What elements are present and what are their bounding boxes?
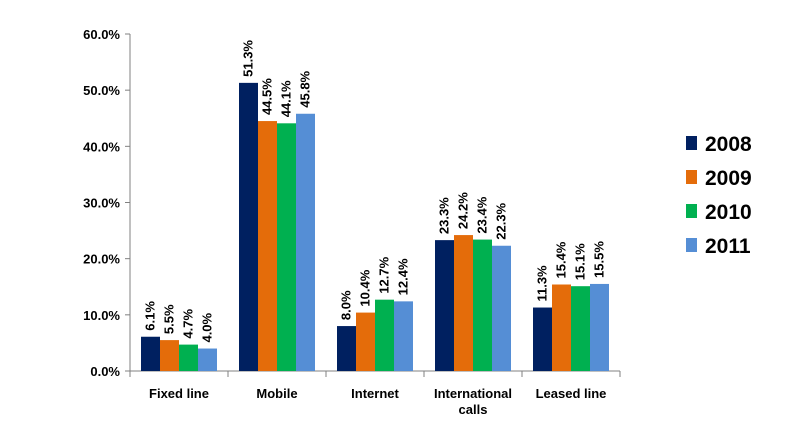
legend-label: 2010 (705, 201, 752, 224)
legend-label: 2008 (705, 133, 752, 156)
bar (473, 239, 492, 371)
data-label: 45.8% (298, 70, 313, 107)
data-label: 23.3% (437, 197, 452, 234)
legend-swatch (686, 170, 697, 184)
bar (492, 245, 511, 371)
legend: 2008 2009 2010 2011 (686, 133, 752, 258)
data-label: 8.0% (339, 290, 354, 320)
y-tick-label: 30.0% (83, 196, 120, 211)
data-label: 12.7% (377, 256, 392, 293)
category-label: Fixed line (149, 386, 209, 401)
bar (239, 82, 258, 372)
bar (394, 301, 413, 371)
bar (296, 113, 315, 372)
data-label: 12.4% (396, 258, 411, 295)
y-tick-label: 20.0% (83, 252, 120, 267)
data-label: 15.1% (573, 243, 588, 280)
data-label: 23.4% (475, 196, 490, 233)
bar (552, 284, 571, 371)
bar (454, 235, 473, 371)
bar (590, 283, 609, 371)
bar (337, 326, 356, 371)
data-label: 15.4% (554, 241, 569, 278)
bar (435, 240, 454, 371)
bar (160, 340, 179, 371)
bar (179, 344, 198, 371)
y-tick-label: 10.0% (83, 308, 120, 323)
data-label: 4.7% (181, 309, 196, 339)
category-label: Internet (351, 386, 399, 401)
category-label: Mobile (256, 386, 297, 401)
data-labels: 6.1% 5.5% 4.7% 4.0% 51.3% 44.5% 44.1% 45.8% 8.0%… (143, 40, 607, 343)
data-label: 5.5% (162, 304, 177, 334)
bar (571, 286, 590, 371)
bar (198, 348, 217, 371)
legend-label: 2011 (705, 235, 751, 258)
bar (375, 299, 394, 371)
y-tick-label: 60.0% (83, 27, 120, 42)
bar (277, 123, 296, 372)
data-label: 24.2% (456, 192, 471, 229)
bar (533, 307, 552, 371)
data-label: 51.3% (241, 40, 256, 77)
axes: 0.0% 10.0% 20.0% 30.0% 40.0% 50.0% 60.0% Fixed … (83, 27, 621, 417)
y-tick-label: 50.0% (83, 83, 120, 98)
data-label: 15.5% (592, 241, 607, 278)
category-label: Leased line (536, 386, 607, 401)
data-label: 11.3% (535, 265, 550, 302)
category-label: International (434, 386, 512, 401)
legend-swatch (686, 136, 697, 150)
data-label: 44.1% (279, 80, 294, 117)
data-label: 6.1% (143, 301, 158, 331)
data-label: 4.0% (200, 312, 215, 342)
legend-swatch (686, 204, 697, 218)
bars (141, 82, 609, 372)
bar (141, 336, 160, 371)
data-label: 22.3% (494, 202, 509, 239)
legend-label: 2009 (705, 167, 752, 190)
legend-swatch (686, 238, 697, 252)
category-label: calls (459, 402, 488, 417)
data-label: 10.4% (358, 269, 373, 306)
y-tick-label: 40.0% (83, 139, 120, 154)
bar (356, 312, 375, 371)
y-tick-label: 0.0% (90, 364, 120, 379)
data-label: 44.5% (260, 78, 275, 115)
bar (258, 121, 277, 371)
